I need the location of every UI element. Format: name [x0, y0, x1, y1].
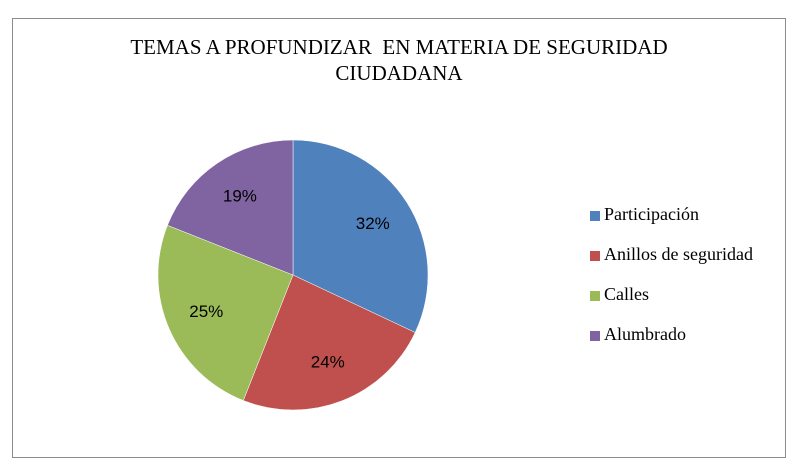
data-label: 25% — [189, 302, 223, 321]
data-label: 32% — [356, 214, 390, 233]
title-wrap: TEMAS A PROFUNDIZAR EN MATERIA DE SEGURI… — [0, 34, 798, 86]
legend-swatch — [590, 211, 600, 221]
legend-label: Anillos de seguridad — [604, 244, 753, 264]
data-label: 19% — [223, 186, 257, 205]
pie-slice — [292, 139, 429, 333]
legend-swatch — [590, 251, 600, 261]
data-label: 24% — [311, 352, 345, 371]
pie-slice — [157, 224, 294, 401]
legend-label: Participación — [604, 204, 699, 224]
chart-title: TEMAS A PROFUNDIZAR EN MATERIA DE SEGURI… — [130, 35, 673, 85]
pie-slice — [167, 139, 294, 276]
legend-label: Calles — [604, 284, 649, 304]
pie-slice — [242, 274, 416, 411]
legend-swatch — [590, 291, 600, 301]
legend-label: Alumbrado — [604, 324, 686, 344]
legend-swatch — [590, 331, 600, 341]
